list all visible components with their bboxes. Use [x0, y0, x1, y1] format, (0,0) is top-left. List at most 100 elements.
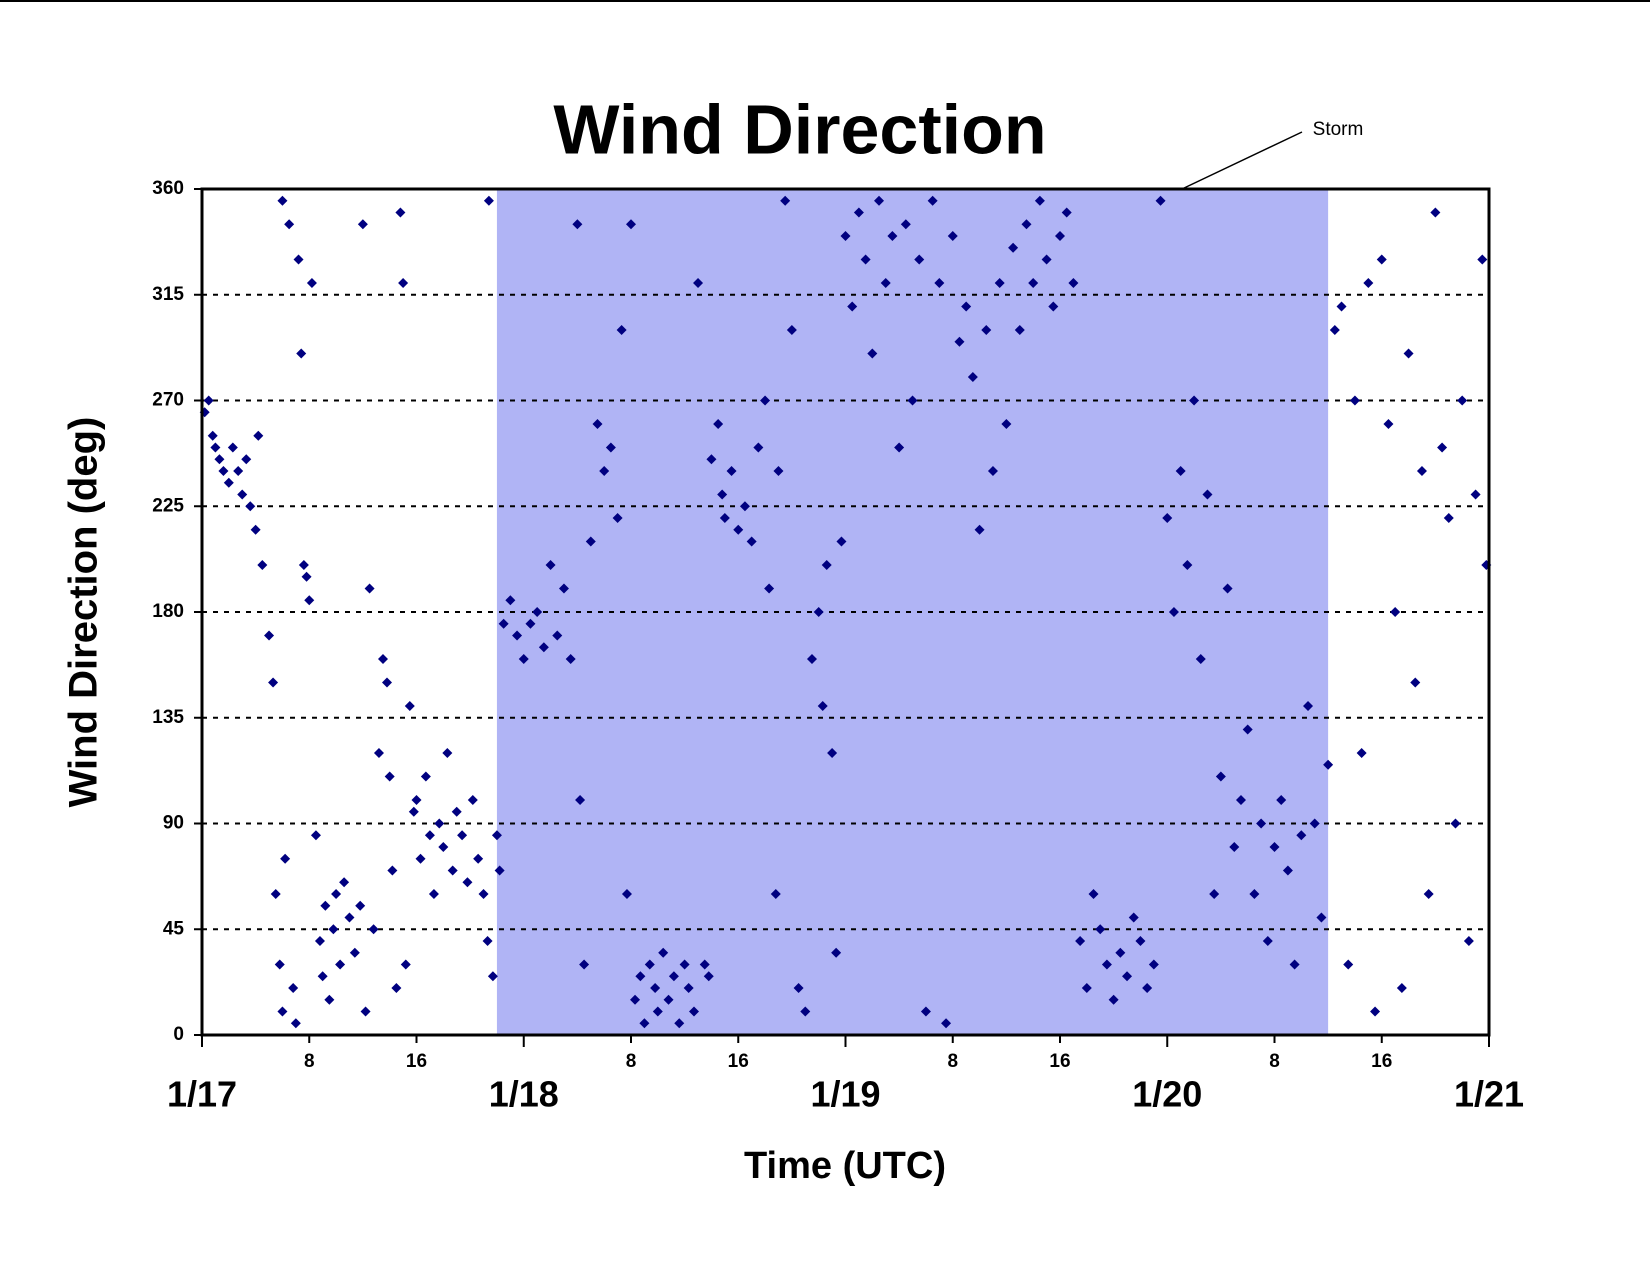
data-point: [853, 207, 864, 218]
storm-pointer: [1181, 131, 1303, 190]
storm-label: Storm: [1313, 119, 1364, 140]
data-point: [324, 994, 335, 1005]
data-point: [373, 748, 384, 758]
data-point: [451, 806, 462, 817]
data-point: [920, 1006, 931, 1017]
data-point: [1276, 795, 1287, 805]
data-point: [1034, 195, 1045, 206]
data-point: [753, 442, 764, 453]
data-point: [780, 195, 791, 206]
data-point: [532, 607, 543, 617]
data-point: [483, 195, 494, 206]
data-point: [344, 912, 355, 923]
data-point: [1061, 207, 1072, 218]
data-point: [987, 466, 998, 476]
data-point: [306, 278, 317, 288]
data-point: [1329, 325, 1340, 335]
data-point: [304, 595, 315, 606]
data-point: [1222, 583, 1233, 594]
x-tick-label: 8: [626, 1051, 637, 1072]
data-point: [840, 231, 851, 241]
data-point: [1162, 513, 1173, 523]
data-point: [867, 348, 878, 359]
data-point: [683, 983, 694, 993]
data-point: [616, 325, 627, 335]
data-point: [934, 278, 945, 288]
data-point: [1416, 466, 1427, 476]
data-point: [1463, 936, 1474, 946]
data-point: [355, 900, 366, 911]
data-point: [907, 395, 918, 406]
data-point: [290, 1018, 301, 1029]
data-point: [518, 654, 529, 664]
data-point: [237, 489, 248, 500]
data-point: [635, 971, 646, 982]
y-tick-label: 180: [152, 601, 184, 622]
data-point: [487, 971, 498, 982]
data-point: [652, 1006, 663, 1017]
data-point: [328, 924, 339, 935]
data-point: [438, 842, 449, 852]
x-tick-label: 16: [406, 1051, 427, 1072]
y-tick-label: 270: [152, 390, 184, 411]
data-point: [277, 195, 288, 206]
data-point: [227, 442, 238, 453]
data-point: [1443, 513, 1454, 523]
data-point: [1095, 924, 1106, 935]
data-point: [1450, 818, 1461, 829]
data-point: [874, 195, 885, 206]
data-point: [605, 442, 616, 453]
data-point: [1202, 489, 1213, 500]
data-point: [382, 677, 393, 688]
data-point: [415, 853, 426, 864]
data-point: [679, 959, 690, 970]
data-point: [207, 430, 218, 441]
data-point: [478, 889, 489, 899]
y-tick-label: 90: [163, 813, 184, 834]
data-point: [1249, 889, 1260, 899]
data-point: [793, 983, 804, 993]
data-point: [770, 889, 781, 899]
data-point: [1403, 348, 1414, 359]
data-point: [284, 219, 295, 230]
data-point: [1396, 983, 1407, 993]
data-point: [288, 983, 299, 993]
data-point: [368, 924, 379, 935]
data-point: [1390, 607, 1401, 617]
data-point: [621, 889, 632, 899]
data-point: [317, 971, 328, 982]
data-point: [377, 654, 388, 664]
data-point: [505, 595, 516, 606]
data-point: [384, 771, 395, 782]
data-point: [335, 959, 346, 970]
data-point: [585, 536, 596, 547]
data-point: [813, 607, 824, 617]
data-point: [733, 524, 744, 535]
data-point: [689, 1006, 700, 1017]
data-point: [310, 830, 321, 841]
data-point: [1457, 395, 1468, 406]
data-point: [1343, 959, 1354, 970]
data-point: [1189, 395, 1200, 406]
data-point: [210, 442, 221, 453]
y-tick-label: 360: [152, 178, 184, 199]
data-point: [270, 889, 281, 899]
data-point: [339, 877, 350, 888]
data-point: [1088, 889, 1099, 899]
data-point: [1229, 842, 1240, 852]
data-point: [1376, 254, 1387, 265]
x-tick-label: 16: [1371, 1051, 1392, 1072]
data-point: [420, 771, 431, 782]
data-point: [268, 677, 279, 688]
data-point: [1021, 219, 1032, 230]
data-point: [644, 959, 655, 970]
data-point: [626, 219, 636, 230]
x-tick-label: 16: [1049, 1051, 1070, 1072]
data-point: [1135, 936, 1146, 946]
data-point: [250, 524, 261, 535]
data-point: [592, 419, 603, 429]
data-point: [360, 1006, 371, 1017]
data-point: [1195, 654, 1206, 664]
data-point: [387, 865, 398, 876]
